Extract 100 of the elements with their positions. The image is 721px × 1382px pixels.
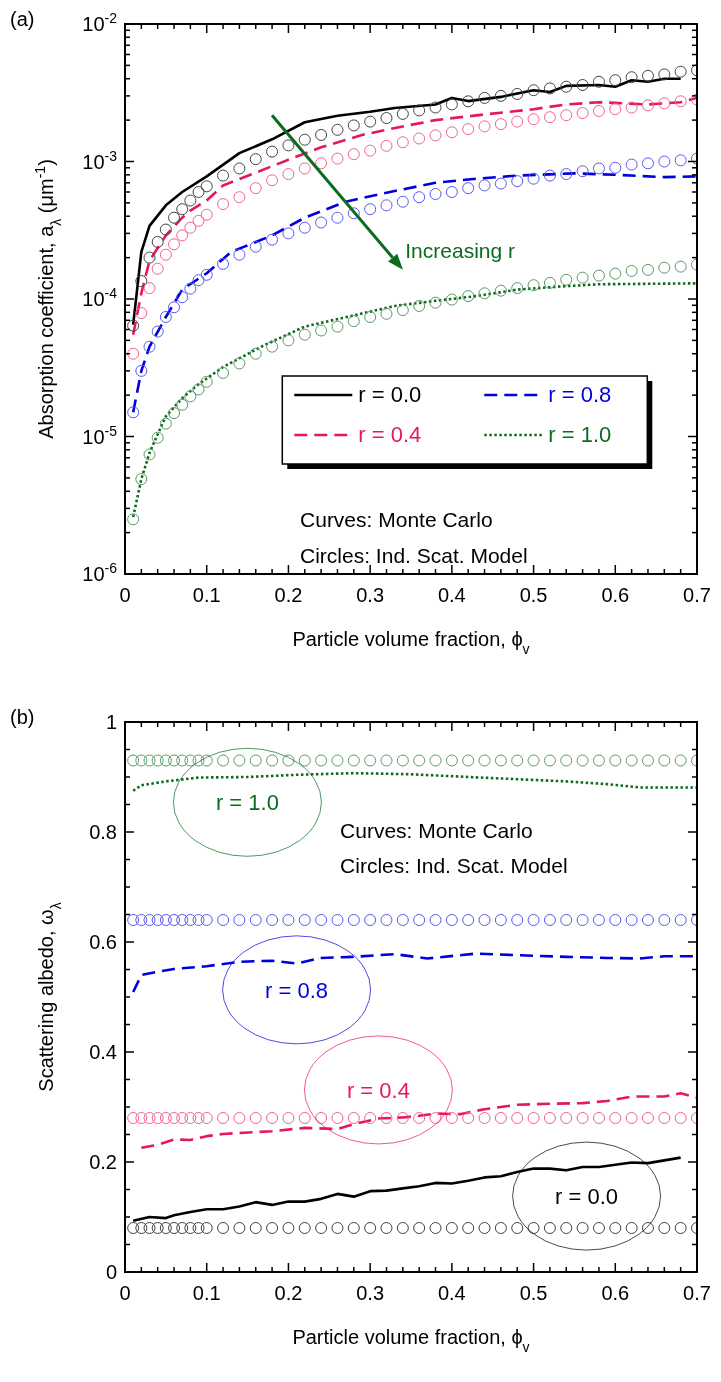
point — [217, 198, 230, 211]
point — [176, 203, 189, 216]
point — [396, 1222, 409, 1234]
point — [192, 274, 205, 287]
point — [151, 1112, 164, 1124]
x-tick-label: 0.3 — [356, 1282, 385, 1304]
point — [380, 307, 393, 320]
point — [494, 177, 507, 190]
point — [641, 1222, 654, 1234]
point — [282, 334, 295, 347]
point — [478, 1222, 491, 1234]
annotation: Increasing r — [405, 238, 515, 262]
point — [168, 914, 181, 926]
point — [478, 914, 491, 926]
point — [658, 914, 671, 926]
point — [674, 260, 687, 273]
y-tick-label: 10$^{-5}$ — [82, 422, 118, 448]
point — [413, 914, 426, 926]
point — [176, 398, 189, 411]
point — [331, 211, 344, 224]
point — [127, 754, 140, 767]
point — [143, 754, 156, 767]
point — [282, 139, 295, 152]
point — [176, 291, 189, 304]
point — [282, 1112, 295, 1124]
point — [315, 128, 328, 141]
point — [445, 914, 458, 926]
point — [674, 65, 687, 78]
point — [347, 119, 360, 132]
point — [658, 1112, 671, 1124]
point — [192, 186, 205, 198]
point — [233, 1112, 246, 1124]
point — [217, 914, 230, 926]
point — [560, 168, 573, 181]
point — [494, 754, 507, 767]
point — [429, 1222, 442, 1234]
point — [217, 1112, 230, 1124]
point — [576, 79, 589, 92]
point — [315, 914, 328, 926]
point — [143, 1112, 156, 1124]
point — [413, 1222, 426, 1234]
point — [192, 1222, 205, 1234]
point — [159, 310, 172, 323]
point — [233, 357, 246, 370]
point — [658, 68, 671, 81]
point — [331, 320, 344, 333]
point — [592, 75, 605, 88]
point — [364, 914, 377, 926]
point — [674, 95, 687, 108]
point — [380, 199, 393, 212]
point — [168, 1222, 181, 1234]
point — [143, 282, 156, 295]
x-tick-label: 0.5 — [519, 1282, 548, 1304]
point — [266, 1112, 279, 1124]
point — [200, 754, 213, 767]
point — [364, 754, 377, 767]
point — [641, 914, 654, 926]
point — [511, 1222, 524, 1234]
point — [135, 1112, 148, 1124]
point — [478, 91, 491, 104]
point — [331, 123, 344, 136]
point — [429, 296, 442, 309]
point — [527, 1112, 540, 1124]
point — [527, 279, 540, 292]
point — [494, 914, 507, 926]
point — [511, 1112, 524, 1124]
point — [511, 914, 524, 926]
point — [200, 180, 213, 193]
annotation: Curves: Monte Carlo — [340, 818, 533, 842]
point — [494, 89, 507, 102]
point — [176, 229, 189, 242]
point — [429, 754, 442, 767]
point — [625, 264, 638, 277]
annotation: r = 1.0 — [215, 790, 279, 816]
point — [192, 383, 205, 396]
point — [674, 914, 687, 926]
point — [609, 914, 622, 926]
point — [151, 914, 164, 926]
point — [462, 182, 475, 195]
point — [413, 299, 426, 312]
point — [641, 1112, 654, 1124]
point — [674, 154, 687, 167]
x-axis-title: Particle volume fraction, ϕ$_{v}$ — [292, 628, 530, 657]
point — [445, 754, 458, 767]
point — [184, 390, 197, 403]
point — [347, 914, 360, 926]
x-tick-label: 0.1 — [192, 584, 221, 606]
annotation: r = 0.4 — [346, 1077, 410, 1103]
point — [576, 1222, 589, 1234]
point — [658, 155, 671, 168]
point — [266, 174, 279, 187]
point — [233, 754, 246, 767]
point — [625, 914, 638, 926]
point — [576, 914, 589, 926]
chart-title: (b) — [10, 706, 35, 728]
point — [249, 347, 262, 360]
point — [315, 324, 328, 337]
point — [200, 1222, 213, 1234]
point — [641, 99, 654, 112]
legend-label: r = 1.0 — [548, 422, 612, 447]
